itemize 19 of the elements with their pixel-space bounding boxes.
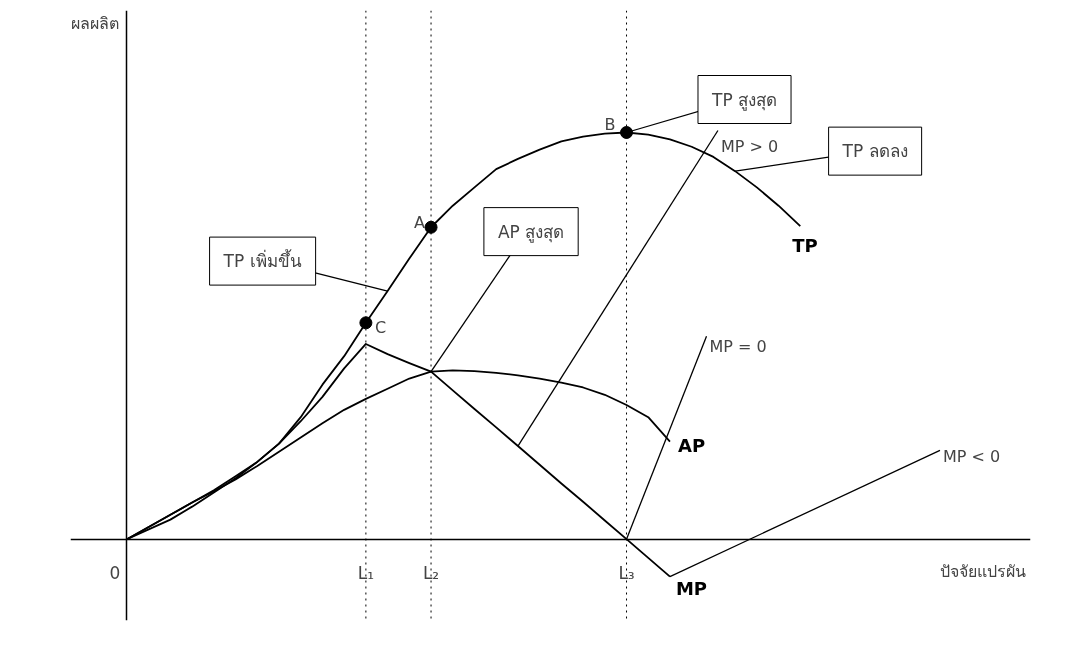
x-tick-label: L₂ — [422, 563, 440, 584]
series-label: TP — [792, 235, 818, 257]
text: ปัจจัยแปรผัน — [939, 562, 1026, 582]
x-tick-label: L₁ — [357, 563, 375, 584]
annotation: TP สูงสุด — [711, 89, 778, 111]
text: ผลผลิต — [70, 13, 119, 33]
annotation: TP เพิ่มขึ้น — [222, 249, 302, 272]
series-label: AP — [677, 434, 706, 456]
annotation: C — [374, 318, 387, 338]
annotation: B — [604, 115, 616, 134]
annotation: MP = 0 — [709, 336, 767, 356]
text: MP < 0 — [942, 447, 1001, 467]
annotation: MP > 0 — [720, 136, 779, 156]
x-tick-label: L₃ — [618, 563, 635, 584]
annotation: A — [414, 212, 426, 232]
x-tick-label: 0 — [109, 563, 121, 584]
text: TP ลดลง — [841, 141, 908, 162]
series-label: MP — [675, 577, 708, 599]
annotation: AP สูงสุด — [497, 221, 565, 243]
